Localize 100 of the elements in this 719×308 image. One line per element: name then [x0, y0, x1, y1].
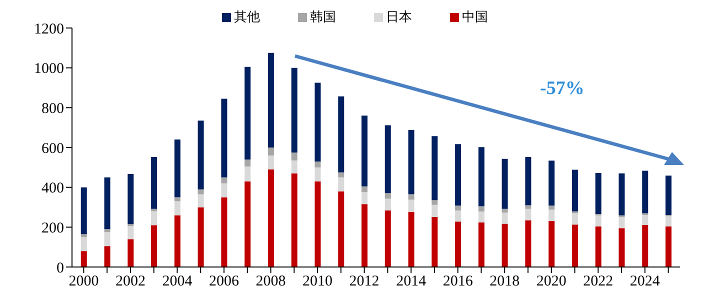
bar [548, 210, 555, 221]
x-tick-label: 2008 [256, 274, 286, 290]
bar [455, 144, 462, 206]
bar [291, 160, 298, 174]
x-tick-label: 2010 [302, 274, 333, 290]
bar [244, 181, 251, 267]
annotation: -57% [540, 78, 584, 100]
y-tick-label: 600 [42, 140, 64, 157]
bar [198, 194, 204, 208]
bar [244, 166, 251, 182]
bar [432, 217, 438, 267]
bar [314, 82, 321, 162]
bar [221, 197, 228, 267]
bar [80, 237, 87, 252]
bar [244, 66, 251, 160]
x-tick-label: 2016 [442, 274, 474, 290]
bar [314, 167, 321, 182]
bar [104, 232, 110, 246]
bar [572, 213, 578, 225]
bar [642, 215, 648, 225]
bar [502, 224, 508, 267]
bar [408, 200, 414, 212]
bar [432, 200, 438, 205]
bar [338, 172, 344, 178]
bar [362, 116, 368, 186]
bar [104, 177, 110, 230]
bar [572, 170, 578, 212]
bar [572, 224, 578, 267]
bar [151, 211, 158, 226]
bar [478, 222, 484, 267]
x-tick-label: 2012 [349, 274, 380, 290]
bar [198, 189, 204, 194]
legend-label: 韩国 [309, 9, 336, 26]
bar [80, 251, 87, 267]
bar [525, 220, 532, 267]
x-tick-label: 2006 [209, 274, 240, 290]
bar [338, 191, 344, 267]
x-tick-label: 2020 [536, 274, 566, 290]
bar [174, 215, 180, 267]
bar [525, 205, 532, 209]
bar [314, 181, 321, 267]
bar [221, 177, 228, 184]
bar [151, 225, 158, 267]
bar [548, 220, 555, 267]
y-tick-label: 1000 [34, 61, 64, 78]
y-tick-label: 400 [42, 180, 64, 197]
bar [455, 206, 462, 210]
bar [618, 217, 625, 228]
bar [618, 173, 625, 216]
bar [455, 210, 462, 222]
y-tick-label: 200 [42, 220, 64, 236]
bar [666, 176, 672, 216]
bar [221, 183, 228, 198]
bar [502, 212, 508, 224]
bar [268, 148, 274, 156]
bar [291, 173, 298, 267]
bar [595, 215, 602, 226]
bar [174, 197, 180, 202]
bar [666, 216, 672, 226]
bar [268, 52, 274, 148]
bar [595, 226, 602, 267]
bar [408, 130, 414, 194]
bar [128, 226, 134, 240]
bar [618, 228, 625, 267]
x-tick-label: 2000 [68, 274, 99, 290]
bar [525, 208, 532, 220]
bar [362, 204, 368, 267]
bar [642, 170, 648, 214]
bar [432, 136, 438, 200]
bar [174, 140, 180, 198]
bar [268, 155, 274, 170]
bar [502, 208, 508, 213]
bar [338, 96, 344, 172]
x-tick-label: 2002 [115, 274, 146, 290]
legend-label: 日本 [385, 9, 412, 26]
y-tick-label: 0 [56, 260, 64, 276]
bar [151, 157, 158, 209]
x-tick-label: 2004 [162, 274, 193, 290]
bar [80, 234, 87, 238]
bar [478, 147, 484, 206]
bar [525, 157, 532, 206]
bar [291, 152, 298, 160]
bar [291, 68, 298, 152]
bar [502, 158, 508, 209]
bar [104, 246, 110, 267]
bar [80, 187, 87, 234]
bar [384, 198, 391, 210]
bar [198, 120, 204, 190]
bar [408, 194, 414, 200]
y-tick-label: 800 [42, 100, 64, 117]
bar [548, 206, 555, 210]
bar [384, 210, 391, 267]
bar [362, 192, 368, 204]
y-tick-label: 1200 [34, 21, 64, 38]
bar [432, 204, 438, 218]
bar [221, 98, 228, 178]
legend-label: 中国 [461, 9, 488, 26]
bar [408, 212, 414, 267]
bar [174, 201, 180, 216]
bar [128, 174, 134, 224]
